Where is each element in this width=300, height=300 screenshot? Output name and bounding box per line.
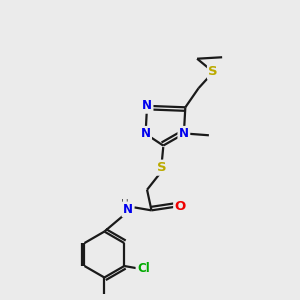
Text: S: S [208,65,218,79]
Text: O: O [175,200,186,213]
Text: H: H [121,199,128,208]
Text: Cl: Cl [137,262,150,275]
Text: N: N [123,203,133,216]
Text: N: N [179,127,189,140]
Text: S: S [157,161,166,174]
Text: N: N [141,127,151,140]
Text: N: N [142,99,152,112]
